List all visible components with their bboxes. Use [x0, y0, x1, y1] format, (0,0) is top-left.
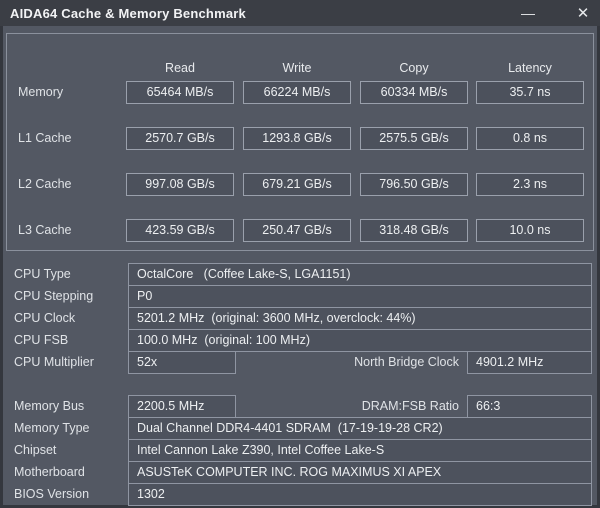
- benchmark-panel: Read Write Copy Latency Memory 65464 MB/…: [6, 33, 594, 251]
- value-cpu-multiplier: 52x: [128, 351, 236, 374]
- content-area: Read Write Copy Latency Memory 65464 MB/…: [3, 26, 597, 506]
- l3-write-value: 250.47 GB/s: [243, 219, 351, 242]
- row-label-l2-cache: L2 Cache: [18, 177, 72, 191]
- l1-read-value: 2570.7 GB/s: [126, 127, 234, 150]
- close-icon: ✕: [576, 5, 590, 22]
- label-cpu-type: CPU Type: [14, 267, 71, 281]
- memory-read-value: 65464 MB/s: [126, 81, 234, 104]
- memory-latency-value: 35.7 ns: [476, 81, 584, 104]
- l2-write-value: 679.21 GB/s: [243, 173, 351, 196]
- value-cpu-fsb: 100.0 MHz (original: 100 MHz): [128, 329, 592, 352]
- column-header-latency: Latency: [508, 61, 552, 75]
- label-north-bridge-clock: North Bridge Clock: [354, 355, 459, 369]
- label-chipset: Chipset: [14, 443, 57, 457]
- l2-latency-value: 2.3 ns: [476, 173, 584, 196]
- l3-copy-value: 318.48 GB/s: [360, 219, 468, 242]
- label-cpu-fsb: CPU FSB: [14, 333, 69, 347]
- row-label-l3-cache: L3 Cache: [18, 223, 72, 237]
- l3-read-value: 423.59 GB/s: [126, 219, 234, 242]
- close-button[interactable]: ✕: [566, 0, 600, 26]
- label-dram-fsb-ratio: DRAM:FSB Ratio: [361, 399, 459, 413]
- label-motherboard: Motherboard: [14, 465, 85, 479]
- minimize-icon: —: [521, 5, 535, 21]
- value-cpu-stepping: P0: [128, 285, 592, 308]
- minimize-button[interactable]: —: [511, 0, 545, 26]
- label-bios-version: BIOS Version: [14, 487, 90, 501]
- column-header-copy: Copy: [399, 61, 429, 75]
- value-dram-fsb-ratio: 66:3: [467, 395, 592, 418]
- l2-read-value: 997.08 GB/s: [126, 173, 234, 196]
- l1-copy-value: 2575.5 GB/s: [360, 127, 468, 150]
- value-cpu-type: OctalCore (Coffee Lake-S, LGA1151): [128, 263, 592, 286]
- l3-latency-value: 10.0 ns: [476, 219, 584, 242]
- l1-write-value: 1293.8 GB/s: [243, 127, 351, 150]
- window-title: AIDA64 Cache & Memory Benchmark: [10, 5, 246, 21]
- value-motherboard: ASUSTeK COMPUTER INC. ROG MAXIMUS XI APE…: [128, 461, 592, 484]
- label-cpu-clock: CPU Clock: [14, 311, 76, 325]
- value-cpu-clock: 5201.2 MHz (original: 3600 MHz, overcloc…: [128, 307, 592, 330]
- row-label-memory: Memory: [18, 85, 64, 99]
- value-memory-type: Dual Channel DDR4-4401 SDRAM (17-19-19-2…: [128, 417, 592, 440]
- value-bios-version: 1302: [128, 483, 592, 506]
- value-chipset: Intel Cannon Lake Z390, Intel Coffee Lak…: [128, 439, 592, 462]
- title-bar: AIDA64 Cache & Memory Benchmark — ✕: [0, 0, 600, 26]
- column-header-write: Write: [282, 61, 312, 75]
- value-memory-bus: 2200.5 MHz: [128, 395, 236, 418]
- label-cpu-multiplier: CPU Multiplier: [14, 355, 94, 369]
- memory-write-value: 66224 MB/s: [243, 81, 351, 104]
- l2-copy-value: 796.50 GB/s: [360, 173, 468, 196]
- label-memory-type: Memory Type: [14, 421, 90, 435]
- label-cpu-stepping: CPU Stepping: [14, 289, 94, 303]
- memory-copy-value: 60334 MB/s: [360, 81, 468, 104]
- label-memory-bus: Memory Bus: [14, 399, 85, 413]
- value-north-bridge-clock: 4901.2 MHz: [467, 351, 592, 374]
- row-label-l1-cache: L1 Cache: [18, 131, 72, 145]
- l1-latency-value: 0.8 ns: [476, 127, 584, 150]
- column-header-read: Read: [165, 61, 195, 75]
